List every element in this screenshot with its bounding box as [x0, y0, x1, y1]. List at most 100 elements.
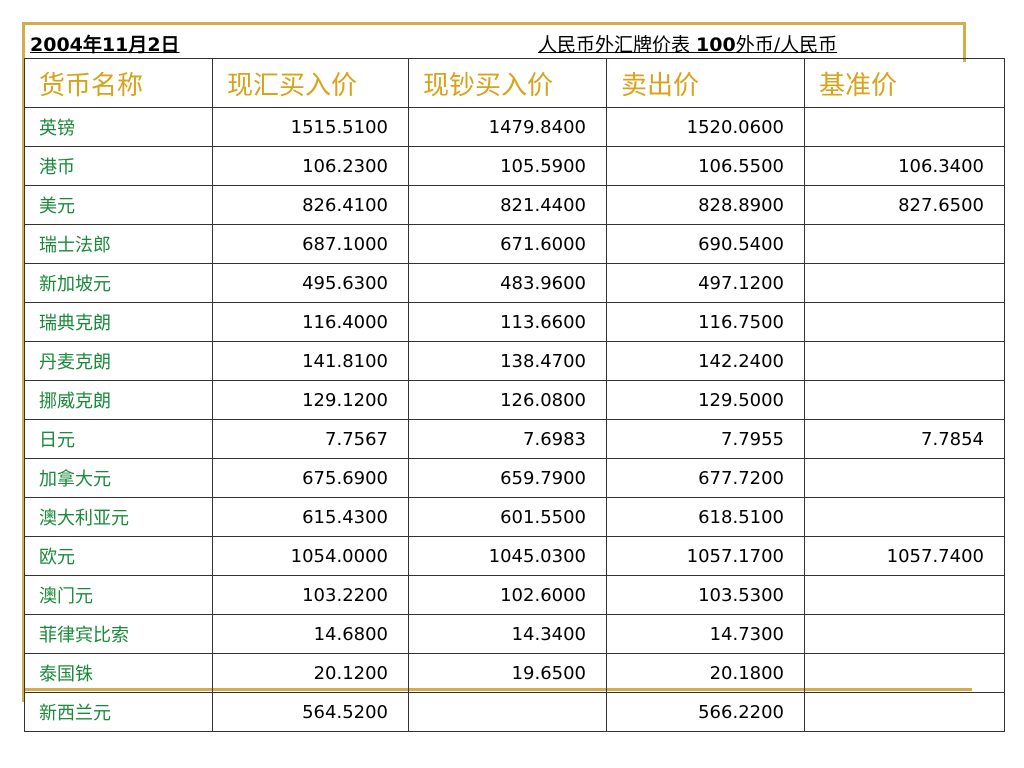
rate-cell: 113.6600: [408, 302, 607, 342]
currency-name-cell: 澳大利亚元: [24, 497, 213, 537]
frame-right-line: [963, 22, 966, 62]
rate-cell: 20.1800: [606, 653, 805, 693]
rate-cell: [804, 380, 1005, 420]
rate-cell: 14.6800: [212, 614, 409, 654]
rate-cell: 116.7500: [606, 302, 805, 342]
currency-name-cell: 美元: [24, 185, 213, 225]
rate-cell: 690.5400: [606, 224, 805, 264]
frame-top-line: [24, 22, 964, 25]
table-row: 美元 826.4100 821.4400 828.8900 827.6500: [24, 185, 1005, 225]
rate-cell: 20.1200: [212, 653, 409, 693]
rate-cell: 129.5000: [606, 380, 805, 420]
rate-cell: 1520.0600: [606, 107, 805, 147]
rate-cell: 19.6500: [408, 653, 607, 693]
rate-cell: 687.1000: [212, 224, 409, 264]
column-header: 卖出价: [606, 58, 805, 108]
rate-cell: 826.4100: [212, 185, 409, 225]
rate-cell: 497.1200: [606, 263, 805, 303]
title-unit-number: 100: [696, 34, 736, 56]
rate-cell: 129.1200: [212, 380, 409, 420]
rate-cell: [804, 224, 1005, 264]
rate-cell: 1057.1700: [606, 536, 805, 576]
rate-cell: 671.6000: [408, 224, 607, 264]
rate-cell: 106.5500: [606, 146, 805, 186]
rate-cell: 828.8900: [606, 185, 805, 225]
exchange-rate-table: 货币名称 现汇买入价 现钞买入价 卖出价 基准价 英镑 1515.5100 1479…: [24, 58, 1005, 732]
rate-cell: 677.7200: [606, 458, 805, 498]
rate-cell: 7.7854: [804, 419, 1005, 459]
currency-name-cell: 港币: [24, 146, 213, 186]
report-date: 2004年11月2日: [30, 34, 180, 56]
rate-cell: 483.9600: [408, 263, 607, 303]
rate-cell: 141.8100: [212, 341, 409, 381]
currency-name-cell: 新加坡元: [24, 263, 213, 303]
table-row: 挪威克朗 129.1200 126.0800 129.5000: [24, 380, 1005, 420]
rate-cell: 615.4300: [212, 497, 409, 537]
rate-cell: 103.5300: [606, 575, 805, 615]
currency-name-cell: 丹麦克朗: [24, 341, 213, 381]
rate-cell: [804, 497, 1005, 537]
table-row: 英镑 1515.5100 1479.8400 1520.0600: [24, 107, 1005, 147]
report-title: 人民币外汇牌价表 100外币/人民币: [538, 30, 837, 57]
column-header: 基准价: [804, 58, 1005, 108]
rate-cell: 827.6500: [804, 185, 1005, 225]
rate-cell: 106.2300: [212, 146, 409, 186]
currency-name-cell: 挪威克朗: [24, 380, 213, 420]
currency-name-cell: 瑞典克朗: [24, 302, 213, 342]
column-header: 现汇买入价: [212, 58, 409, 108]
rate-cell: 1515.5100: [212, 107, 409, 147]
column-header: 货币名称: [24, 58, 213, 108]
currency-name-cell: 英镑: [24, 107, 213, 147]
frame-left-line: [22, 22, 25, 702]
table-row: 瑞典克朗 116.4000 113.6600 116.7500: [24, 302, 1005, 342]
rate-cell: 14.3400: [408, 614, 607, 654]
rate-cell: 142.2400: [606, 341, 805, 381]
rate-cell: 1057.7400: [804, 536, 1005, 576]
rate-cell: [804, 107, 1005, 147]
table-header-row: 货币名称 现汇买入价 现钞买入价 卖出价 基准价: [24, 58, 1005, 108]
rate-cell: [408, 692, 607, 732]
rate-cell: [804, 575, 1005, 615]
title-suffix: 外币/人民币: [735, 34, 838, 56]
table-row: 加拿大元 675.6900 659.7900 677.7200: [24, 458, 1005, 498]
currency-name-cell: 新西兰元: [24, 692, 213, 732]
rate-cell: 821.4400: [408, 185, 607, 225]
table-row: 丹麦克朗 141.8100 138.4700 142.2400: [24, 341, 1005, 381]
rate-cell: 7.7567: [212, 419, 409, 459]
rate-cell: [804, 653, 1005, 693]
rate-cell: 126.0800: [408, 380, 607, 420]
currency-name-cell: 日元: [24, 419, 213, 459]
rate-cell: 564.5200: [212, 692, 409, 732]
rate-cell: 566.2200: [606, 692, 805, 732]
table-body: 英镑 1515.5100 1479.8400 1520.0600 港币 106.2300 1…: [24, 107, 1005, 732]
rate-cell: 7.7955: [606, 419, 805, 459]
rate-cell: 106.3400: [804, 146, 1005, 186]
table-row: 泰国铢 20.1200 19.6500 20.1800: [24, 653, 1005, 693]
currency-name-cell: 澳门元: [24, 575, 213, 615]
rate-cell: [804, 341, 1005, 381]
rate-cell: [804, 692, 1005, 732]
column-header: 现钞买入价: [408, 58, 607, 108]
rate-cell: 102.6000: [408, 575, 607, 615]
rate-cell: 601.5500: [408, 497, 607, 537]
rate-cell: 116.4000: [212, 302, 409, 342]
table-row: 澳门元 103.2200 102.6000 103.5300: [24, 575, 1005, 615]
currency-name-cell: 欧元: [24, 536, 213, 576]
rate-cell: 618.5100: [606, 497, 805, 537]
currency-name-cell: 菲律宾比索: [24, 614, 213, 654]
title-prefix: 人民币外汇牌价表: [538, 34, 697, 56]
table-row: 菲律宾比索 14.6800 14.3400 14.7300: [24, 614, 1005, 654]
rate-cell: 7.6983: [408, 419, 607, 459]
rate-cell: 105.5900: [408, 146, 607, 186]
table-row: 日元 7.7567 7.6983 7.7955 7.7854: [24, 419, 1005, 459]
rate-cell: [804, 302, 1005, 342]
table-row: 瑞士法郎 687.1000 671.6000 690.5400: [24, 224, 1005, 264]
table-row: 新加坡元 495.6300 483.9600 497.1200: [24, 263, 1005, 303]
currency-name-cell: 泰国铢: [24, 653, 213, 693]
rate-cell: 495.6300: [212, 263, 409, 303]
rate-cell: 103.2200: [212, 575, 409, 615]
table-row: 澳大利亚元 615.4300 601.5500 618.5100: [24, 497, 1005, 537]
rate-cell: 1045.0300: [408, 536, 607, 576]
rate-cell: [804, 263, 1005, 303]
rate-cell: [804, 458, 1005, 498]
